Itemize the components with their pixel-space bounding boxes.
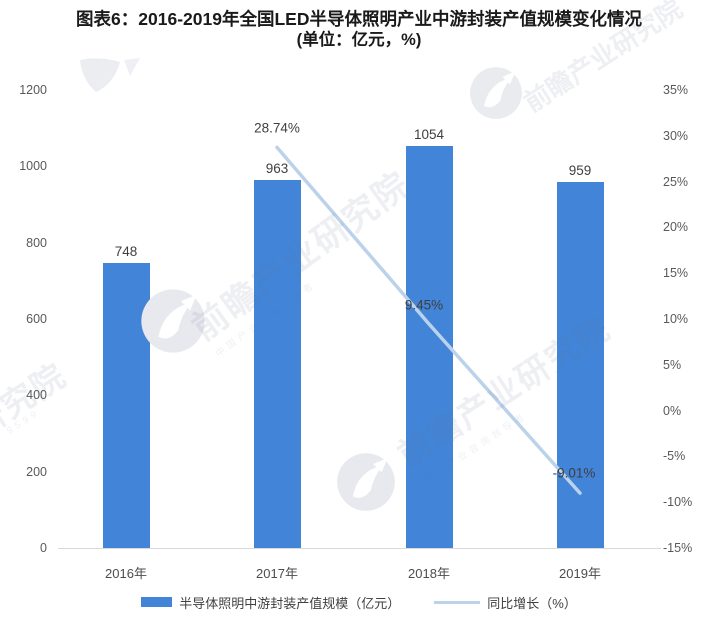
x-axis-label: 2018年	[408, 566, 450, 581]
y-axis-tick-right: 10%	[663, 312, 689, 326]
y-axis-tick-right: 30%	[663, 128, 689, 143]
y-axis-tick-left: 200	[26, 464, 47, 479]
line-point-label: -9.01%	[552, 465, 596, 481]
line-point-label: 9.45%	[404, 297, 444, 313]
legend-bar-swatch-icon	[141, 597, 173, 607]
y-axis-tick-left: 1200	[19, 83, 47, 97]
bar-2016年	[102, 262, 150, 548]
legend-bar-label: 半导体照明中游封装产值规模（亿元）	[179, 595, 401, 611]
y-axis-tick-right: -15%	[663, 541, 693, 555]
watermark-digits-left-edge: 9599	[5, 407, 43, 437]
bar-2018年	[405, 145, 453, 548]
legend-item-bar: 半导体照明中游封装产值规模（亿元）	[141, 593, 400, 612]
y-axis-tick-right: 5%	[663, 357, 682, 372]
watermark-leaf-icon	[80, 58, 140, 92]
watermark-text-left-edge: 前瞻产业研究院	[0, 356, 73, 521]
bar-value-label: 963	[265, 161, 289, 177]
watermark-logo-icon	[141, 289, 205, 353]
chart-title: 图表6：2016-2019年全国LED半导体照明产业中游封装产值规模变化情况 (…	[0, 9, 718, 51]
y-axis-tick-left: 600	[26, 312, 47, 326]
x-axis-line	[58, 548, 661, 549]
x-axis-label: 2019年	[559, 566, 601, 581]
y-axis-tick-left: 1000	[19, 159, 47, 174]
legend-line-swatch-icon	[434, 600, 481, 604]
chart-title-line1: 图表6：2016-2019年全国LED半导体照明产业中游封装产值规模变化情况	[76, 9, 642, 29]
bar-value-label: 748	[114, 243, 138, 259]
x-axis-label: 2017年	[256, 566, 298, 581]
y-axis-tick-right: 35%	[663, 83, 689, 97]
watermark-text-top-right: 前瞻产业研究院	[518, 0, 688, 118]
watermark-logo-icon	[470, 67, 522, 119]
x-axis-label: 2016年	[105, 566, 147, 581]
y-axis-tick-left: 0	[40, 541, 47, 555]
y-axis-tick-right: 25%	[663, 174, 689, 189]
y-axis-tick-right: 20%	[663, 220, 689, 235]
y-axis-tick-right: 15%	[663, 266, 689, 281]
watermark-logo-icon	[337, 453, 395, 511]
chart-title-unit: (单位：亿元，%)	[296, 31, 422, 49]
legend: 半导体照明中游封装产值规模（亿元） 同比增长（%）	[0, 592, 718, 612]
y-axis-tick-right: 0%	[663, 403, 682, 418]
bar-2019年	[556, 181, 604, 548]
y-axis-tick-left: 800	[26, 235, 47, 250]
bar-2017年	[253, 180, 301, 548]
bar-value-label: 959	[568, 162, 592, 178]
line-point-label: 28.74%	[254, 120, 300, 136]
y-axis-tick-right: -10%	[663, 495, 693, 510]
y-axis-tick-left: 400	[26, 388, 47, 403]
y-axis-tick-right: -5%	[663, 449, 686, 464]
bar-value-label: 1054	[413, 126, 445, 142]
legend-item-line: 同比增长（%）	[434, 593, 577, 612]
legend-line-label: 同比增长（%）	[487, 595, 577, 611]
